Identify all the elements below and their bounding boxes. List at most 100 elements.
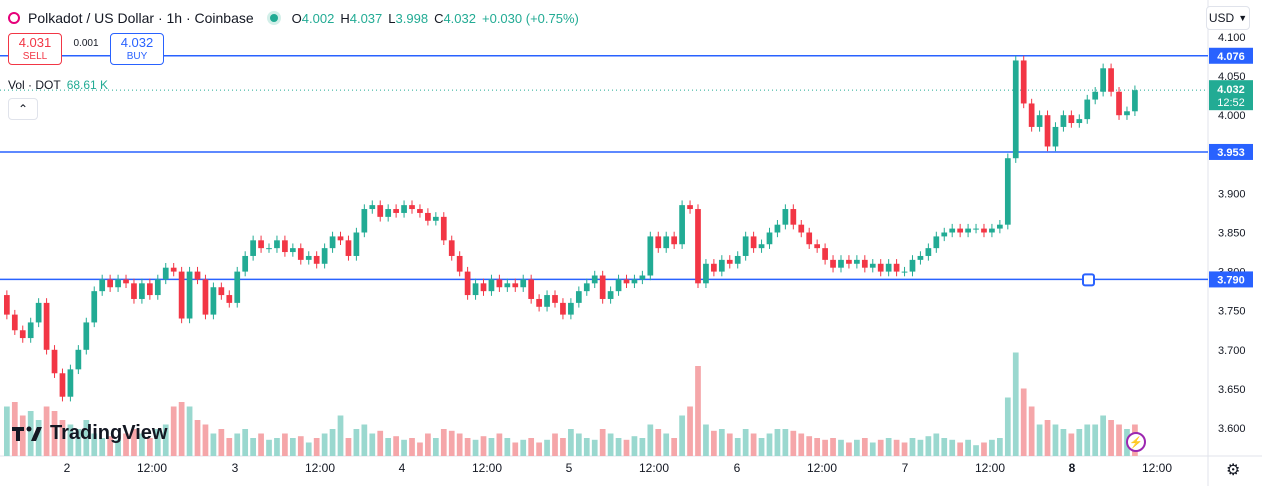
candle-body xyxy=(869,263,876,268)
lightning-icon[interactable]: ⚡ xyxy=(1126,432,1146,452)
candle-body xyxy=(27,322,34,339)
volume-bar xyxy=(417,442,423,456)
volume-bar xyxy=(854,439,860,456)
volume-bar xyxy=(488,438,495,456)
volume-bar xyxy=(877,439,884,456)
volume-bar xyxy=(1044,420,1051,456)
collapse-button[interactable]: ⌃ xyxy=(8,98,38,120)
candle-body xyxy=(933,236,940,249)
currency-label: USD xyxy=(1208,11,1235,25)
x-tick-label: 7 xyxy=(902,461,909,475)
candle-body xyxy=(472,283,479,296)
candle-body xyxy=(440,216,447,241)
horizontal-line-label: 4.076 xyxy=(1217,51,1245,63)
low-label: L xyxy=(388,10,396,26)
volume-label: Vol · DOT xyxy=(8,78,61,92)
candle-body xyxy=(353,232,360,256)
volume-bar xyxy=(186,406,193,456)
x-tick-label: 12:00 xyxy=(305,461,335,475)
candle-body xyxy=(409,205,415,210)
currency-select[interactable]: USD ▼ xyxy=(1206,6,1250,30)
candle-body xyxy=(377,205,384,217)
candle-body xyxy=(91,291,98,323)
candle-body xyxy=(599,275,606,299)
candle-body xyxy=(99,279,106,292)
candle-body xyxy=(583,283,590,292)
candle-body xyxy=(782,209,789,225)
candle-body xyxy=(146,283,153,296)
volume-bar xyxy=(456,433,463,456)
volume-bar xyxy=(19,415,26,456)
volume-bar xyxy=(440,429,447,456)
volume-bar xyxy=(170,406,177,456)
volume-bar xyxy=(345,438,352,456)
candle-body xyxy=(1020,60,1027,104)
candle-body xyxy=(917,255,924,260)
candle-body xyxy=(51,349,58,374)
volume-bar xyxy=(1060,429,1067,456)
candle-body xyxy=(1044,115,1051,147)
volume-bar xyxy=(726,433,733,456)
candle-body xyxy=(838,259,844,268)
volume-bar xyxy=(575,433,582,456)
volume-bar xyxy=(178,402,185,456)
volume-bar xyxy=(599,429,606,456)
candle-body xyxy=(885,263,892,272)
candle-body xyxy=(35,302,42,323)
volume-bar xyxy=(679,415,685,456)
candle-body xyxy=(615,279,622,292)
volume-bar xyxy=(1092,424,1099,456)
buy-button[interactable]: 4.032 BUY xyxy=(110,33,164,65)
candle-body xyxy=(321,248,328,264)
volume-bar xyxy=(806,436,813,456)
sell-button[interactable]: 4.031 SELL xyxy=(8,33,62,65)
candle-body xyxy=(1092,91,1099,100)
gear-icon[interactable]: ⚙ xyxy=(1226,462,1241,479)
horizontal-line-label-bg xyxy=(1209,143,1253,160)
candle-body xyxy=(250,240,256,256)
volume-bar xyxy=(1076,429,1083,456)
volume-bar xyxy=(885,438,892,456)
volume-bar xyxy=(115,439,121,456)
volume-bar xyxy=(798,433,805,456)
candle-body xyxy=(345,240,352,256)
candle-body xyxy=(234,271,241,303)
candle-body xyxy=(552,295,558,303)
sell-label: SELL xyxy=(22,51,48,62)
candle-body xyxy=(75,349,82,370)
x-tick-label: 2 xyxy=(64,461,71,475)
candle-body xyxy=(703,263,709,284)
volume-bar xyxy=(146,438,153,456)
volume-bar xyxy=(750,433,757,456)
candle-body xyxy=(170,267,177,272)
volume-bar xyxy=(83,420,90,456)
tradingview-logo[interactable]: TradingView xyxy=(12,422,167,445)
candle-body xyxy=(981,228,987,233)
volume-bar xyxy=(560,438,566,456)
volume-bar xyxy=(99,438,106,456)
x-tick-label: 12:00 xyxy=(975,461,1005,475)
candle-body xyxy=(949,228,956,233)
candle-body xyxy=(1084,99,1091,120)
volume-bar xyxy=(822,439,828,456)
volume-bar xyxy=(734,438,741,456)
close-value: 4.032 xyxy=(443,10,476,26)
sell-price: 4.031 xyxy=(18,35,52,50)
candle-body xyxy=(1124,111,1130,116)
candle-body xyxy=(655,236,662,249)
volume-bar xyxy=(409,438,415,456)
candle-body xyxy=(4,295,10,315)
candle-body xyxy=(480,283,487,292)
candle-body xyxy=(774,224,781,233)
volume-bar xyxy=(35,420,42,456)
candle-body xyxy=(115,279,121,288)
volume-bar xyxy=(218,429,225,456)
candle-body xyxy=(1004,158,1011,225)
chevron-down-icon: ▼ xyxy=(1238,13,1248,23)
volume-bar xyxy=(591,439,598,456)
volume-bar xyxy=(846,442,852,456)
candle-body xyxy=(814,244,821,249)
candle-body xyxy=(671,236,678,245)
symbol-title[interactable]: Polkadot / US Dollar · 1h · Coinbase xyxy=(28,10,254,26)
